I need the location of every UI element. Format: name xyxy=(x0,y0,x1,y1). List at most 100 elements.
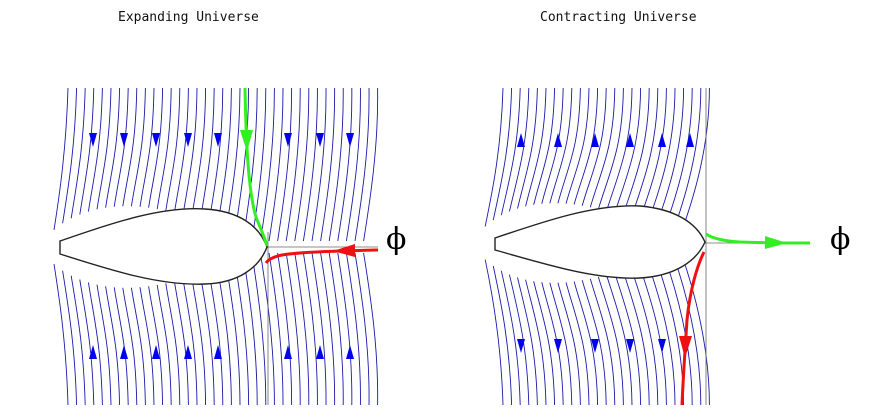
flow-line xyxy=(630,266,659,406)
flow-line xyxy=(96,87,112,210)
flow-line xyxy=(53,263,69,406)
flow-line xyxy=(354,252,370,406)
flow-line xyxy=(79,279,95,406)
flow-line xyxy=(294,252,310,406)
flow-arrow-up-icon xyxy=(184,345,192,359)
flow-line xyxy=(139,87,155,207)
flow-line xyxy=(573,87,599,205)
flow-arrow-down-icon xyxy=(89,133,97,147)
flow-line xyxy=(597,87,624,210)
flow-line xyxy=(517,87,538,209)
flow-line xyxy=(484,259,504,406)
flow-arrow-down-icon xyxy=(184,133,192,147)
flow-line xyxy=(277,87,293,242)
flow-line xyxy=(541,87,564,204)
contracting-red-arrow-icon xyxy=(679,336,692,358)
flow-line xyxy=(70,275,86,406)
flow-line xyxy=(363,252,379,406)
contracting-boundary-lobe xyxy=(494,205,706,279)
flow-line xyxy=(156,284,172,406)
flow-line xyxy=(484,87,504,227)
flow-line xyxy=(113,87,129,207)
contracting-green-trajectory xyxy=(705,232,811,245)
flow-line xyxy=(96,284,112,406)
flow-line xyxy=(285,252,301,406)
flow-line xyxy=(216,266,232,406)
flow-line xyxy=(259,87,275,242)
flow-line xyxy=(105,87,121,208)
flow-line xyxy=(654,256,685,406)
contracting-flow-arrows xyxy=(517,133,694,353)
flow-arrow-down-icon xyxy=(658,339,666,353)
flow-arrow-up-icon xyxy=(214,345,222,359)
flow-line xyxy=(646,259,676,406)
flow-line xyxy=(191,87,207,218)
flow-arrow-down-icon xyxy=(591,339,599,353)
flow-arrow-up-icon xyxy=(554,133,562,147)
flow-arrow-down-icon xyxy=(626,339,634,353)
expanding-green-arrow-icon xyxy=(240,130,253,152)
flow-line xyxy=(345,87,361,242)
flow-line xyxy=(638,263,667,406)
flow-line xyxy=(328,252,344,406)
flow-line xyxy=(268,252,284,406)
flow-line xyxy=(630,87,659,220)
flow-line xyxy=(508,274,530,406)
flow-line xyxy=(573,281,599,406)
flow-line xyxy=(62,87,78,224)
flow-arrow-up-icon xyxy=(591,133,599,147)
contracting-universe-panel: ϕ xyxy=(484,87,850,406)
flow-line xyxy=(589,278,616,406)
flow-line xyxy=(533,281,556,406)
flow-line xyxy=(302,252,318,406)
flow-line xyxy=(191,276,207,406)
flow-line xyxy=(622,87,650,217)
flow-line xyxy=(216,87,232,228)
flow-line xyxy=(581,280,607,406)
flow-line xyxy=(199,87,215,221)
flow-arrow-down-icon xyxy=(554,339,562,353)
expanding-universe-panel: ϕ xyxy=(53,87,406,406)
flow-line xyxy=(285,87,301,242)
flow-line xyxy=(597,276,624,406)
flow-arrow-down-icon xyxy=(152,133,160,147)
flow-line xyxy=(337,87,353,242)
expanding-boundary-lobe xyxy=(59,207,268,285)
flow-line xyxy=(565,87,590,204)
flow-line xyxy=(549,87,573,204)
flow-arrow-up-icon xyxy=(316,345,324,359)
flow-line xyxy=(105,286,121,406)
flow-arrow-up-icon xyxy=(658,133,666,147)
flow-line xyxy=(492,265,513,406)
flow-line xyxy=(533,87,556,205)
flow-line xyxy=(277,252,293,406)
flow-line xyxy=(525,87,547,207)
flow-arrow-up-icon xyxy=(626,133,634,147)
flow-line xyxy=(148,286,164,406)
flow-arrow-up-icon xyxy=(89,345,97,359)
flow-line xyxy=(268,87,284,242)
flow-arrow-up-icon xyxy=(284,345,292,359)
flow-line xyxy=(234,259,250,406)
flow-line xyxy=(173,87,189,213)
flow-line xyxy=(130,287,146,406)
flow-line xyxy=(500,270,521,406)
flow-line xyxy=(62,270,78,406)
contracting-universe-title: Contracting Universe xyxy=(540,10,697,25)
flow-line xyxy=(87,282,103,406)
flow-line xyxy=(122,87,138,207)
flow-line xyxy=(182,87,198,216)
flow-line xyxy=(320,87,336,242)
flow-line xyxy=(139,287,155,406)
flow-line xyxy=(130,87,146,207)
flow-line xyxy=(500,87,521,216)
flow-line xyxy=(53,87,69,231)
flow-line xyxy=(549,282,573,406)
flow-line xyxy=(606,274,633,406)
flow-line xyxy=(589,87,616,208)
flow-line xyxy=(225,87,241,231)
flow-line xyxy=(311,87,327,242)
flow-line xyxy=(208,87,224,224)
flow-line xyxy=(225,263,241,406)
